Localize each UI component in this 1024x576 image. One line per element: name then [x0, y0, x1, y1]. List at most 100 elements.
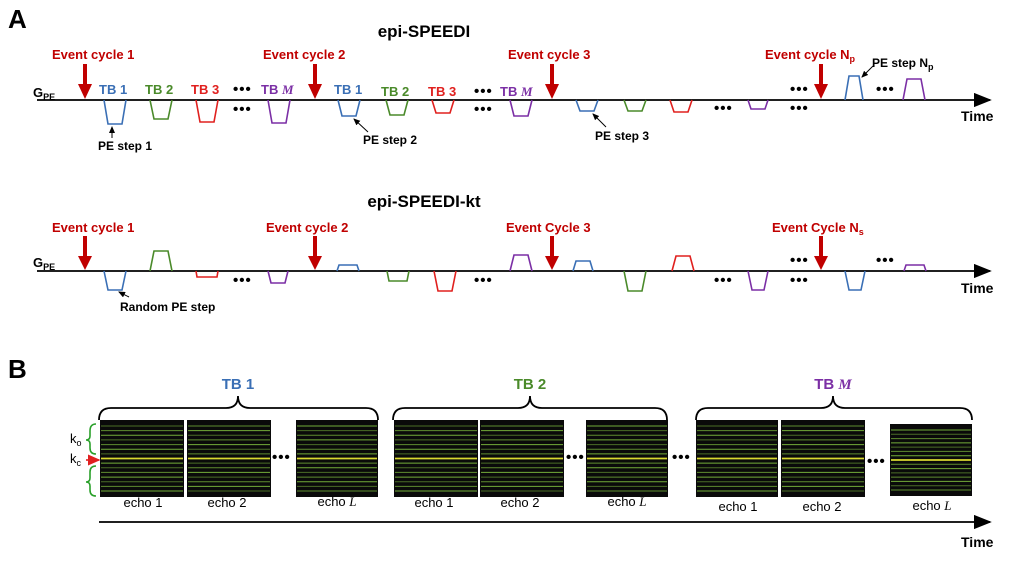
speedi-event-arrow-3 — [545, 64, 559, 99]
speedi-tb2-label: TB 2 — [145, 82, 173, 97]
speedikt-blip — [844, 270, 866, 291]
panel-b-ellipsis: ••• — [566, 449, 585, 466]
panel-b-ellipsis: ••• — [867, 453, 886, 470]
speedi-event-cycle-3-label: Event cycle 3 — [508, 47, 590, 62]
tbm-brace — [695, 395, 973, 421]
speedi-event-cycles: Event cycle 1 Event cycle 2 Event cycle … — [52, 47, 856, 99]
speedikt-time-label: Time — [961, 280, 994, 296]
speedi-blip — [195, 99, 219, 123]
speedi-tbm-label: TB M — [261, 82, 294, 97]
speedikt-blip — [103, 270, 127, 291]
speedikt-blip — [433, 270, 457, 292]
speedikt-ellipsis: ••• — [714, 272, 733, 289]
panel-b-ellipsis: ••• — [272, 449, 291, 466]
echo-labels: echo 1 echo 2 echo L echo 1 echo 2 echo … — [123, 494, 951, 514]
speedi-ellipsis: ••• — [233, 101, 252, 118]
echo-label: echo 1 — [414, 495, 453, 510]
echo-images — [100, 420, 972, 497]
speedikt-gradient-blips — [103, 250, 927, 292]
speedi-blip — [902, 78, 926, 101]
speedi-gpe-label: GPE — [33, 85, 55, 102]
speedikt-ellipsis: ••• — [876, 252, 895, 269]
tb2-brace — [392, 395, 668, 421]
speedikt-ellipses: ••• ••• ••• ••• ••• ••• — [233, 252, 895, 289]
speedikt-event-cycle-1-label: Event cycle 1 — [52, 220, 134, 235]
speedikt-ellipsis: ••• — [790, 272, 809, 289]
echo-label-last: echo L — [912, 498, 951, 513]
panel-b-label: B — [8, 354, 27, 384]
speedikt-blip — [623, 270, 647, 292]
speedikt-event-cycle-2-label: Event cycle 2 — [266, 220, 348, 235]
speedikt-event-arrow-ns — [814, 236, 828, 270]
panel-b-ellipses: ••• ••• ••• ••• — [272, 449, 886, 470]
echo-label-last: echo L — [607, 494, 646, 509]
speedikt-blip — [509, 254, 533, 272]
speedikt-ellipsis: ••• — [233, 272, 252, 289]
speedi-tb1-label-2: TB 1 — [334, 82, 362, 97]
speedi-tbm-label-2: TB M — [500, 84, 533, 99]
speedikt-event-cycle-3-label: Event Cycle 3 — [506, 220, 591, 235]
speedi-event-arrow-1 — [78, 64, 92, 99]
speedi-gradient-blips — [103, 75, 926, 125]
speedikt-blip — [572, 260, 594, 272]
panel-a-label: A — [8, 4, 27, 34]
speedi-blip — [623, 99, 647, 112]
speedi-blip — [844, 75, 864, 101]
speedi-event-arrow-np — [814, 64, 828, 99]
speedikt-blip — [671, 255, 695, 272]
pe-step-np-label: PE step Np — [872, 56, 934, 72]
k-center-label: kc — [70, 451, 82, 468]
speedikt-blip — [149, 250, 173, 272]
speedi-event-cycle-2-label: Event cycle 2 — [263, 47, 345, 62]
speedi-tb1-label: TB 1 — [99, 82, 127, 97]
speedi-blip — [385, 99, 409, 116]
speedi-pe-annotations: PE step 1 PE step 2 PE step 3 PE step Np — [98, 56, 934, 153]
speedikt-ellipsis: ••• — [790, 252, 809, 269]
speedi-blip — [337, 99, 361, 117]
speedi-blip — [669, 99, 693, 113]
echo-label: echo 2 — [207, 495, 246, 510]
pe-step-1-label: PE step 1 — [98, 139, 152, 153]
speedi-axis: GPE Time — [33, 85, 994, 124]
speedi-ellipsis: ••• — [876, 81, 895, 98]
speedi-tb-labels: TB 1 TB 2 TB 3 TB M TB 1 TB 2 TB 3 TB M — [99, 82, 533, 99]
echo-label: echo 2 — [802, 499, 841, 514]
speedi-ellipsis: ••• — [790, 81, 809, 98]
speedikt-axis: GPE Time — [33, 255, 994, 296]
speedi-tb3-label: TB 3 — [191, 82, 219, 97]
speedikt-event-arrow-3 — [545, 236, 559, 270]
speedikt-event-cycle-ns-label: Event Cycle Ns — [772, 220, 864, 237]
random-pe-step-label: Random PE step — [120, 300, 215, 314]
speedi-ellipsis: ••• — [790, 100, 809, 117]
echo-label: echo 1 — [718, 499, 757, 514]
speedikt-blip — [336, 264, 360, 272]
speedi-blip — [267, 99, 291, 124]
speedikt-blip — [195, 270, 219, 278]
speedikt-event-arrow-2 — [308, 236, 322, 270]
speedikt-gpe-label: GPE — [33, 255, 55, 272]
speedi-event-cycle-1-label: Event cycle 1 — [52, 47, 134, 62]
tb1-brace — [98, 395, 379, 421]
speedikt-event-cycles: Event cycle 1 Event cycle 2 Event Cycle … — [52, 220, 864, 270]
speedikt-blip — [747, 270, 769, 291]
epi-speedi-title: epi-SPEEDI — [378, 22, 471, 41]
panel-b-ellipsis: ••• — [672, 449, 691, 466]
speedi-ellipsis: ••• — [474, 101, 493, 118]
speedikt-event-arrow-1 — [78, 236, 92, 270]
speedi-ellipsis: ••• — [474, 83, 493, 100]
speedi-blip — [575, 99, 599, 112]
panel-b-tb2-label: TB 2 — [514, 376, 547, 393]
pe-step-3-label: PE step 3 — [595, 129, 649, 143]
speedi-ellipses: ••• ••• ••• ••• ••• ••• ••• ••• — [233, 81, 895, 118]
panel-b-tb1-label: TB 1 — [222, 376, 255, 393]
speedi-event-cycle-np-label: Event cycle Np — [765, 47, 856, 64]
k-space-labels: ko kc — [70, 423, 101, 497]
speedi-event-arrow-2 — [308, 64, 322, 99]
panel-b-braces — [98, 395, 973, 421]
speedi-blip — [103, 99, 127, 125]
echo-label: echo 2 — [500, 495, 539, 510]
speedi-blip — [509, 99, 533, 117]
panel-b-tbm-label: TB M — [814, 376, 852, 393]
speedi-time-label: Time — [961, 108, 994, 124]
